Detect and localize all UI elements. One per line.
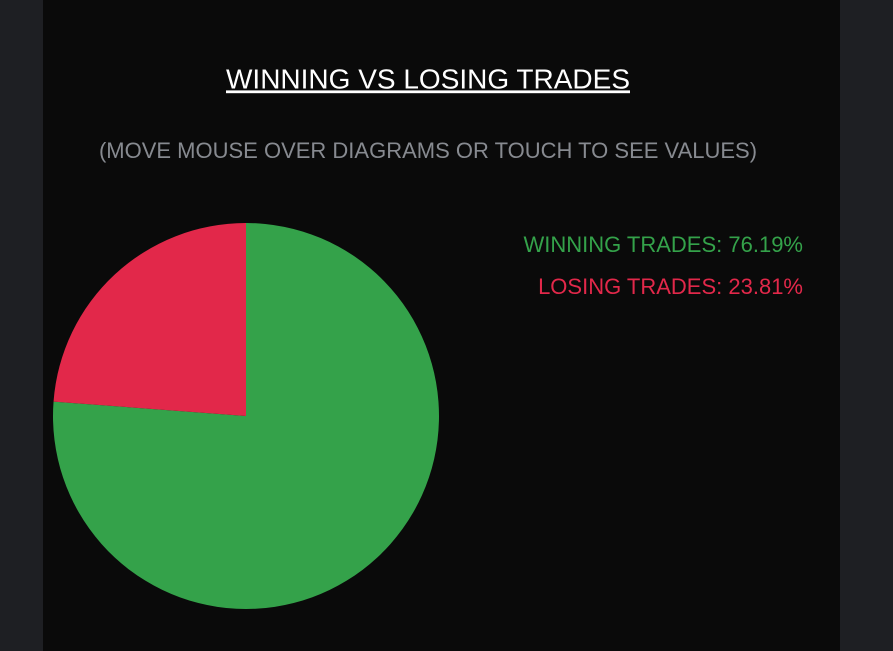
chart-title: WINNING VS LOSING TRADES xyxy=(226,63,630,94)
pie-slice xyxy=(52,223,440,609)
legend-entry: WINNING TRADES: 76.19% xyxy=(523,232,803,257)
legend-entry: LOSING TRADES: 23.81% xyxy=(538,274,803,299)
chart-subtitle: (MOVE MOUSE OVER DIAGRAMS OR TOUCH TO SE… xyxy=(99,138,757,163)
pie-slice xyxy=(53,223,247,416)
